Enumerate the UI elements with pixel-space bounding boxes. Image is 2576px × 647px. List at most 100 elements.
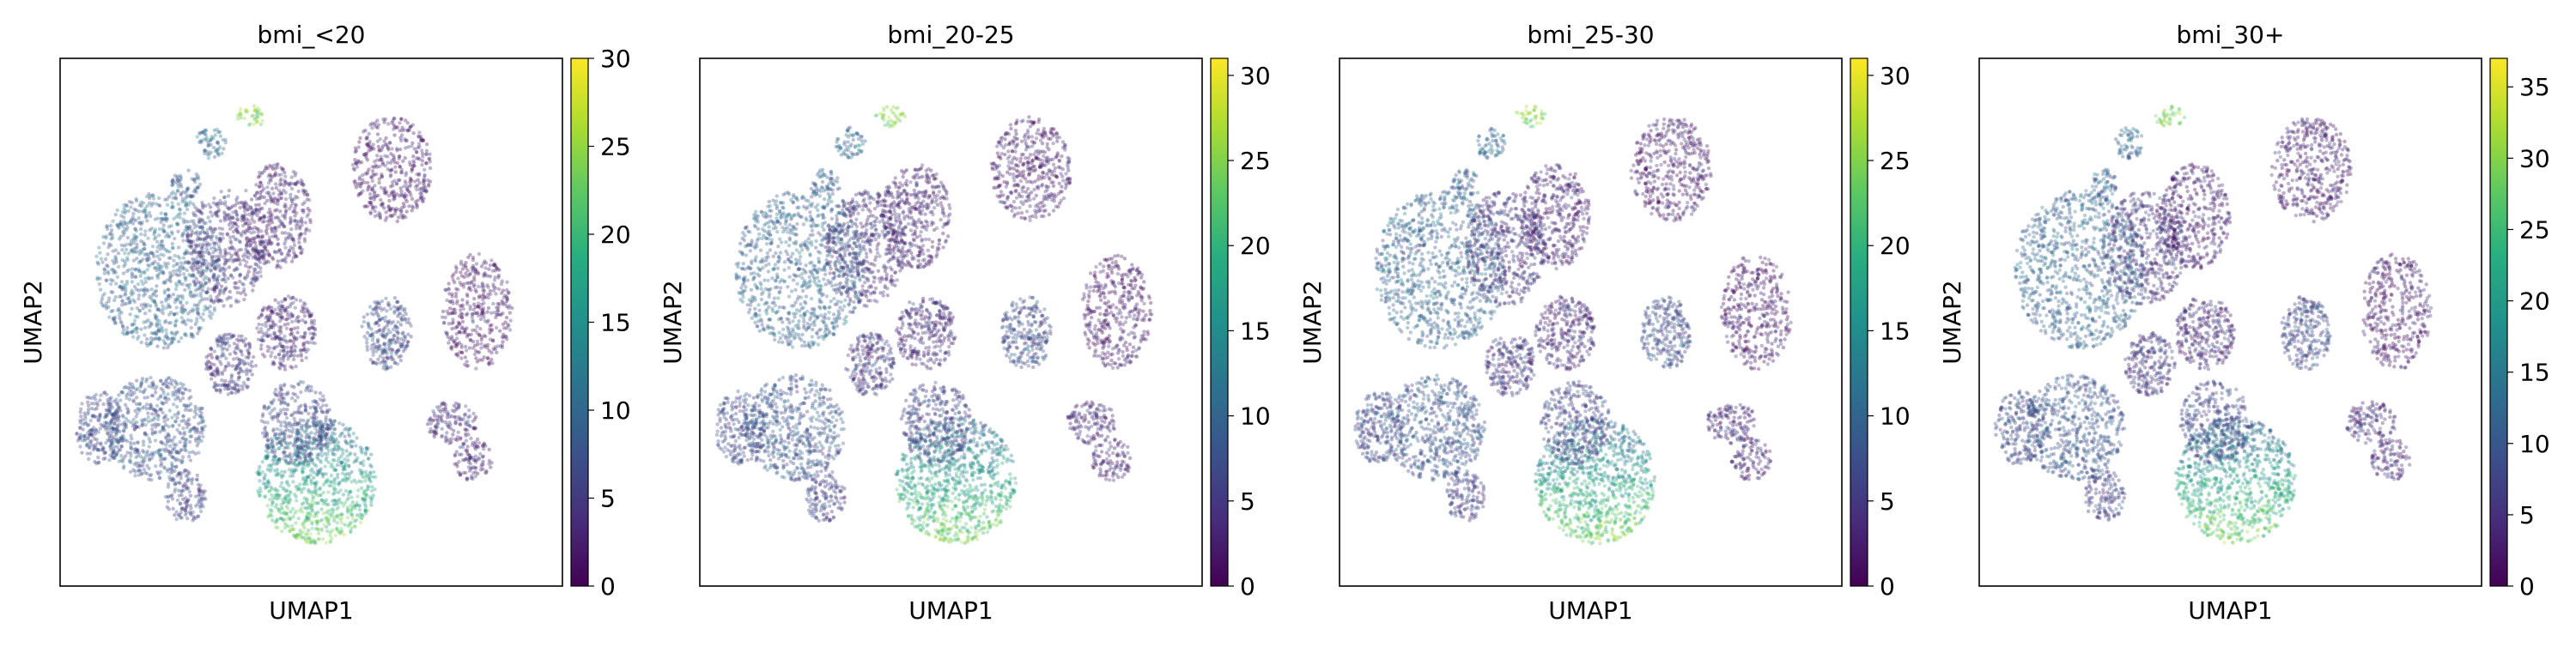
data-point [154,202,159,206]
data-point [329,434,333,438]
data-point [153,312,157,317]
data-point [365,348,369,352]
data-point [472,352,477,357]
data-point [132,249,137,254]
data-point [99,300,104,305]
data-point [366,322,371,327]
data-point [257,322,261,327]
data-point [289,192,293,197]
data-point [159,211,163,215]
data-point [270,500,275,505]
data-point [197,221,202,225]
data-point [182,266,186,270]
data-point [97,245,101,250]
data-point [313,500,318,505]
data-point [350,162,355,167]
data-point [94,392,99,397]
data-point [336,459,341,463]
data-point [291,256,295,260]
data-point [206,215,210,220]
data-point [129,219,133,223]
data-point [373,172,377,177]
data-point [309,492,314,496]
data-point [309,321,314,325]
data-point [206,235,210,239]
data-point [112,261,117,265]
data-point [100,447,105,452]
data-point [109,268,114,272]
data-point [353,524,357,529]
data-point [160,461,164,466]
data-point [167,195,172,199]
data-point [368,196,373,200]
data-point [118,398,123,402]
data-point [143,325,148,330]
data-point [207,251,212,256]
data-point [178,440,182,444]
data-point [290,523,295,528]
data-point [392,334,396,338]
data-point [494,325,499,330]
data-point [174,281,179,286]
data-point [125,325,130,330]
data-point [398,354,404,359]
data-point [122,264,126,269]
data-point [125,227,129,232]
data-point [304,463,308,467]
data-point [136,282,141,287]
data-point [312,475,316,480]
data-point [88,451,93,456]
data-point [243,383,247,388]
data-point [94,461,99,466]
data-point [226,194,231,198]
data-point [119,285,124,290]
data-point [200,228,205,233]
data-point [112,317,117,322]
data-point [337,480,343,485]
data-point [178,264,182,269]
data-point [184,333,188,338]
data-point [196,441,201,445]
data-point [459,345,464,349]
data-point [420,148,424,153]
data-point [301,335,306,339]
data-point [166,262,170,266]
data-point [129,460,133,465]
data-point [227,188,232,193]
data-point [228,390,234,395]
data-point [220,372,224,377]
data-point [148,308,152,313]
data-point [134,199,139,203]
data-point [155,216,161,221]
data-point [258,217,262,221]
data-point [178,269,182,274]
data-point [199,431,204,435]
data-point [245,236,249,240]
data-point [273,355,277,360]
data-point [202,308,207,312]
data-point [178,273,182,277]
data-point [263,245,267,250]
data-point [343,438,348,444]
data-point [375,339,380,343]
data-point [127,296,131,300]
data-point [210,237,214,242]
data-point [145,257,149,263]
data-point [365,344,369,349]
data-point [365,330,370,335]
data-point [188,245,193,249]
data-point [169,461,174,465]
data-point [471,284,477,288]
data-point [212,196,216,201]
data-point [151,331,155,336]
data-point [89,438,94,444]
data-point [178,279,182,284]
data-point [141,443,146,447]
data-point [270,518,275,523]
data-point [404,199,409,203]
data-point [465,269,470,273]
data-point [257,491,261,496]
data-point [179,398,183,403]
data-point [335,526,339,530]
data-point [195,224,199,228]
